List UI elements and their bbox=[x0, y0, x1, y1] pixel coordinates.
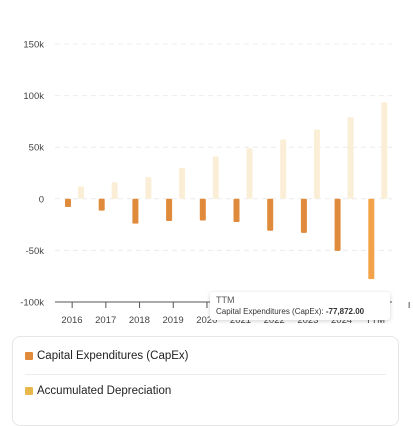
grid-lines bbox=[55, 43, 392, 251]
bars bbox=[65, 102, 388, 280]
x-tick-label: 2023 bbox=[297, 315, 318, 326]
bar-depreciation-2016 bbox=[78, 186, 84, 199]
bar-capex-2022 bbox=[267, 198, 274, 231]
legend-item-capex[interactable]: Capital Expenditures (CapEx) bbox=[25, 346, 189, 366]
tooltip-label: Capital Expenditures (CapEx): bbox=[216, 307, 324, 316]
bar-capex-2017 bbox=[98, 198, 105, 211]
legend-divider bbox=[25, 374, 386, 375]
bar-depreciation-2023 bbox=[313, 129, 320, 199]
x-tick-label: 2020 bbox=[196, 315, 217, 326]
bar-depreciation-2019 bbox=[179, 167, 186, 199]
bar-capex-2020 bbox=[199, 198, 206, 221]
x-tick-label: 2022 bbox=[264, 315, 285, 326]
legend-label-depreciation: Accumulated Depreciation bbox=[37, 385, 172, 397]
y-tick-label: 100k bbox=[23, 91, 44, 102]
legend-label-capex: Capital Expenditures (CapEx) bbox=[37, 350, 189, 362]
bar-capex-2023 bbox=[300, 198, 307, 233]
bar-capex-TTM bbox=[368, 198, 375, 280]
chart-tooltip: TTM Capital Expenditures (CapEx): -77,87… bbox=[210, 292, 390, 320]
bar-depreciation-2021 bbox=[246, 148, 253, 199]
x-tick-label: 2016 bbox=[61, 315, 82, 326]
y-tick-label: 0 bbox=[39, 194, 44, 205]
tooltip-value: -77,872.00 bbox=[325, 307, 365, 316]
chart-legend: Capital Expenditures (CapEx) Accumulated… bbox=[12, 336, 399, 426]
bar-depreciation-2018 bbox=[145, 177, 152, 199]
legend-swatch-depreciation bbox=[25, 387, 33, 395]
legend-item-depreciation[interactable]: Accumulated Depreciation bbox=[25, 381, 171, 401]
x-tick-label: TTM bbox=[366, 315, 386, 326]
legend-swatch-capex bbox=[25, 352, 33, 360]
y-tick-label: -100k bbox=[20, 298, 44, 309]
bar-capex-2019 bbox=[166, 198, 173, 221]
y-tick-label: 50k bbox=[29, 143, 45, 154]
bar-capex-2024 bbox=[334, 198, 341, 251]
x-tick-label: 2024 bbox=[331, 315, 352, 326]
x-tick-label: 2021 bbox=[230, 315, 251, 326]
y-tick-label: -50k bbox=[26, 246, 45, 257]
x-tick-label: 2019 bbox=[163, 315, 184, 326]
bar-capex-2018 bbox=[132, 198, 139, 224]
bar-depreciation-TTM bbox=[381, 102, 388, 199]
y-tick-label: 150k bbox=[23, 40, 44, 51]
bar-capex-2021 bbox=[233, 198, 240, 223]
bar-depreciation-2022 bbox=[280, 139, 287, 199]
x-tick-label: 2018 bbox=[129, 315, 150, 326]
tooltip-title: TTM bbox=[216, 295, 235, 305]
bar-capex-2016 bbox=[65, 198, 71, 208]
capex-depreciation-chart: 150k 100k 50k 0 -50k -100k 2016 2017 2018 2019 202… bbox=[20, 40, 410, 326]
bar-depreciation-2017 bbox=[111, 182, 118, 199]
bar-depreciation-2020 bbox=[212, 156, 219, 199]
bar-depreciation-2024 bbox=[347, 117, 354, 199]
x-tick-label: 2017 bbox=[95, 315, 116, 326]
tooltip-line: Capital Expenditures (CapEx): -77,872.00 bbox=[216, 306, 384, 317]
